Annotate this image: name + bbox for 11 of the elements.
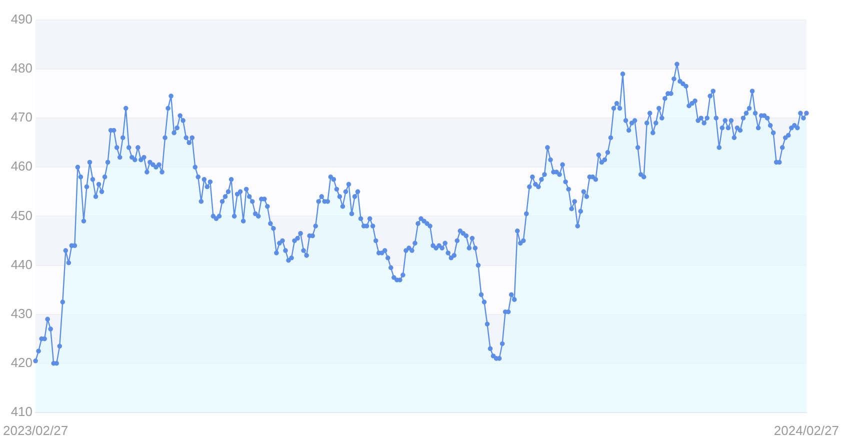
y-tick-label: 430	[10, 306, 33, 321]
y-tick-label: 410	[10, 404, 33, 419]
y-tick-label: 460	[10, 158, 33, 174]
y-tick-label: 420	[10, 354, 33, 370]
y-tick-label: 480	[10, 60, 33, 76]
x-tick-label: 2023/02/27	[2, 422, 68, 438]
x-tick-label: 2024/02/27	[774, 422, 840, 438]
y-tick-label: 440	[10, 256, 33, 272]
y-tick-label: 450	[10, 208, 33, 223]
y-tick-label: 470	[10, 110, 33, 125]
y-tick-label: 490	[10, 12, 33, 27]
